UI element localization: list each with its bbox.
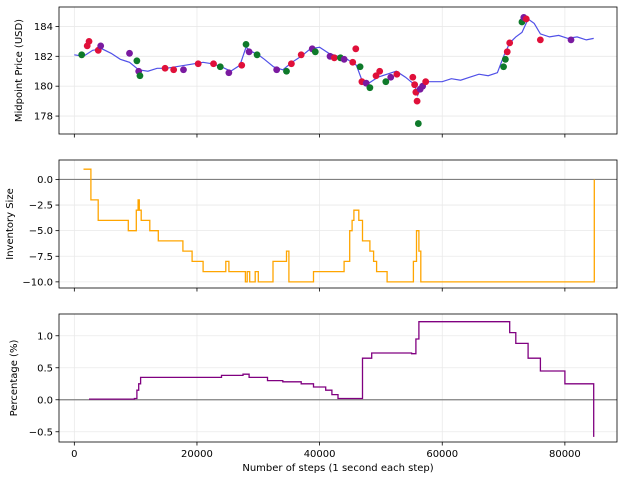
percentage-xlabel: Number of steps (1 second each step) xyxy=(242,463,433,474)
y-tick-label: −2.5 xyxy=(29,201,53,212)
trade-marker xyxy=(536,36,544,44)
trade-marker xyxy=(225,69,233,77)
inventory-ticks: 0.0 −2.5 −5.0 −7.5 −10.0 xyxy=(22,175,566,292)
inventory-line xyxy=(83,168,595,283)
y-tick-label: 184 xyxy=(34,22,53,33)
trade-marker xyxy=(500,63,507,71)
x-tick-label: 80000 xyxy=(549,449,581,460)
trade-marker xyxy=(387,73,395,81)
y-tick-label: −7.5 xyxy=(29,252,53,263)
trade-marker xyxy=(245,48,253,56)
trade-marker xyxy=(382,78,390,86)
inventory-panel: 0.0 −2.5 −5.0 −7.5 −10.0 Inventory Size xyxy=(5,159,618,292)
y-tick-label: 182 xyxy=(34,52,53,63)
trade-marker xyxy=(372,72,380,80)
trade-marker xyxy=(242,40,250,48)
trade-marker xyxy=(362,79,370,87)
percentage-panel: 0 20000 40000 60000 80000 1.0 0.5 0.0 −0.5 Perce… xyxy=(9,313,618,474)
trade-marker xyxy=(311,48,319,56)
trade-marker xyxy=(414,120,422,127)
trade-marker xyxy=(253,51,261,59)
trade-marker xyxy=(352,45,360,53)
trade-marker xyxy=(283,67,290,75)
trade-marker xyxy=(273,66,281,74)
y-tick-label: 178 xyxy=(34,112,53,123)
trade-marker xyxy=(170,66,178,74)
trade-marker xyxy=(85,37,93,45)
trade-marker xyxy=(413,97,421,105)
percentage-ticks: 0 20000 40000 60000 80000 1.0 0.5 0.0 −0.5 xyxy=(29,331,581,460)
trade-marker xyxy=(506,39,514,47)
trade-marker xyxy=(133,57,141,65)
trade-marker xyxy=(210,60,217,68)
trade-marker xyxy=(567,36,575,44)
percentage-line xyxy=(89,321,595,437)
trade-marker xyxy=(78,51,86,59)
y-tick-label: −5.0 xyxy=(29,226,53,237)
trade-marker xyxy=(366,84,374,92)
x-tick-label: 40000 xyxy=(304,449,336,460)
trade-marker xyxy=(409,73,417,81)
trade-marker xyxy=(97,42,105,50)
trade-marker xyxy=(287,60,295,68)
x-tick-label: 0 xyxy=(71,449,77,460)
y-tick-label: 1.0 xyxy=(37,331,53,342)
percentage-ylabel: Percentage (%) xyxy=(9,340,20,417)
price-panel: 178 180 182 184 Midpoint Price (USD) xyxy=(14,6,618,138)
y-tick-label: −0.5 xyxy=(29,427,53,438)
trade-marker xyxy=(502,55,509,63)
trade-marker xyxy=(136,72,144,80)
trade-marker xyxy=(238,61,246,69)
trade-marker xyxy=(522,15,530,23)
y-tick-label: 0.5 xyxy=(37,363,53,374)
percentage-axes-frame xyxy=(58,313,618,443)
trade-marker xyxy=(180,66,187,74)
trade-marker xyxy=(376,67,384,75)
price-gridlines xyxy=(59,7,617,134)
trade-marker xyxy=(161,64,169,72)
trade-marker xyxy=(194,60,202,68)
inventory-ylabel: Inventory Size xyxy=(5,188,16,259)
y-tick-label: 0.0 xyxy=(37,175,53,186)
trade-marker xyxy=(349,58,357,66)
trade-marker xyxy=(411,81,419,89)
trade-marker xyxy=(297,51,305,59)
trade-marker xyxy=(216,63,224,71)
trade-markers xyxy=(78,14,575,127)
y-tick-label: 0.0 xyxy=(37,395,53,406)
y-tick-label: −10.0 xyxy=(22,277,53,288)
price-ticks: 178 180 182 184 xyxy=(34,22,566,138)
price-axes-frame xyxy=(58,6,618,135)
trade-marker xyxy=(126,49,133,57)
x-tick-label: 60000 xyxy=(426,449,458,460)
trade-marker xyxy=(503,48,511,56)
y-tick-label: 180 xyxy=(34,82,53,93)
x-tick-label: 20000 xyxy=(181,449,213,460)
inventory-axes-frame xyxy=(58,159,618,289)
trade-marker xyxy=(356,63,364,71)
trade-marker xyxy=(393,70,401,78)
trade-marker xyxy=(330,54,338,62)
price-ylabel: Midpoint Price (USD) xyxy=(14,19,25,122)
trade-marker xyxy=(340,55,348,63)
trade-marker xyxy=(422,78,430,86)
